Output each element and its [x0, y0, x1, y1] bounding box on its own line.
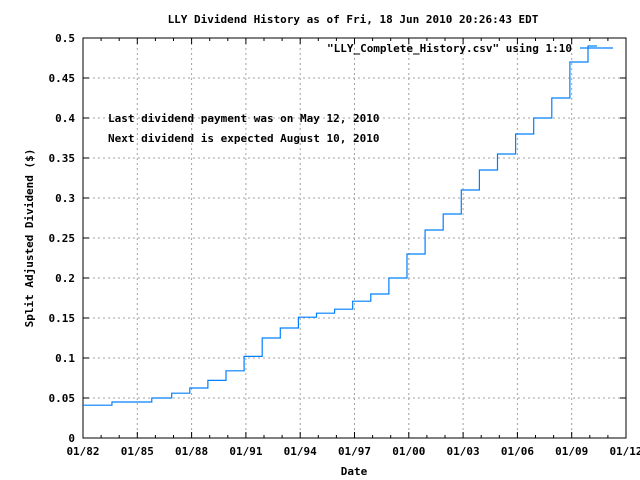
y-tick-label: 0.15	[49, 312, 76, 325]
y-tick-label: 0.1	[55, 352, 75, 365]
x-tick-label: 01/91	[229, 445, 262, 458]
y-tick-label: 0.3	[55, 192, 75, 205]
y-tick-label: 0.25	[49, 232, 76, 245]
x-tick-label: 01/03	[447, 445, 480, 458]
y-tick-label: 0	[68, 432, 75, 445]
legend-label: "LLY_Complete_History.csv" using 1:10	[327, 42, 572, 55]
annotation-next-dividend: Next dividend is expected August 10, 201…	[108, 132, 380, 145]
x-tick-label: 01/85	[121, 445, 154, 458]
x-tick-label: 01/12	[609, 445, 640, 458]
x-axis-label: Date	[341, 465, 368, 478]
y-tick-label: 0.35	[49, 152, 76, 165]
x-tick-label: 01/97	[338, 445, 371, 458]
y-tick-label: 0.5	[55, 32, 75, 45]
chart-title: LLY Dividend History as of Fri, 18 Jun 2…	[168, 13, 539, 26]
x-tick-label: 01/94	[284, 445, 317, 458]
y-tick-label: 0.05	[49, 392, 76, 405]
x-tick-label: 01/88	[175, 445, 208, 458]
x-tick-label: 01/00	[392, 445, 425, 458]
series	[83, 45, 598, 406]
ticks: 01/82 01/85 01/88 01/91 01/94 01/97 01/00 01/03…	[49, 32, 640, 458]
y-tick-label: 0.4	[55, 112, 75, 125]
x-tick-label: 01/09	[555, 445, 588, 458]
annotation-last-payment: Last dividend payment was on May 12, 201…	[108, 112, 380, 125]
dividend-step-line	[83, 45, 598, 406]
grid	[83, 38, 626, 438]
y-tick-label: 0.45	[49, 72, 76, 85]
plot-border	[82, 37, 627, 439]
y-axis-label: Split Adjusted Dividend ($)	[23, 149, 36, 328]
y-tick-label: 0.2	[55, 272, 75, 285]
x-tick-label: 01/06	[501, 445, 534, 458]
x-tick-label: 01/82	[66, 445, 99, 458]
